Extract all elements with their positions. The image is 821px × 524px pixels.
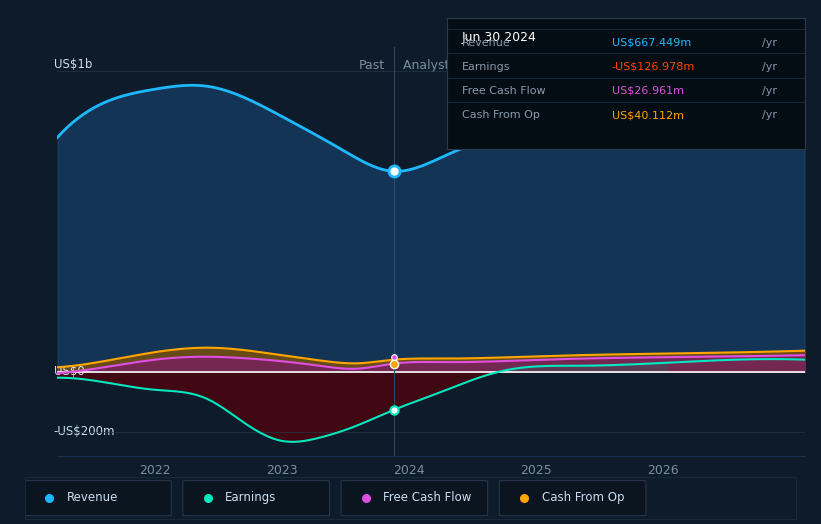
- Text: Revenue: Revenue: [461, 38, 511, 48]
- Text: Cash From Op: Cash From Op: [461, 110, 539, 120]
- FancyBboxPatch shape: [499, 481, 646, 516]
- FancyBboxPatch shape: [341, 481, 488, 516]
- Text: /yr: /yr: [762, 110, 777, 120]
- Text: US$1b: US$1b: [53, 58, 92, 71]
- Text: US$40.112m: US$40.112m: [612, 110, 684, 120]
- FancyBboxPatch shape: [183, 481, 329, 516]
- Text: US$26.961m: US$26.961m: [612, 86, 684, 96]
- Text: US$667.449m: US$667.449m: [612, 38, 691, 48]
- Text: US$0: US$0: [53, 365, 85, 378]
- Text: Earnings: Earnings: [225, 492, 277, 504]
- Text: Revenue: Revenue: [67, 492, 118, 504]
- Text: Analysts Forecasts: Analysts Forecasts: [402, 59, 519, 72]
- Text: Earnings: Earnings: [461, 62, 510, 72]
- Text: -US$200m: -US$200m: [53, 425, 115, 439]
- Text: /yr: /yr: [762, 38, 777, 48]
- Text: -US$126.978m: -US$126.978m: [612, 62, 695, 72]
- Text: /yr: /yr: [762, 62, 777, 72]
- Text: Free Cash Flow: Free Cash Flow: [383, 492, 472, 504]
- Text: /yr: /yr: [762, 86, 777, 96]
- Text: Cash From Op: Cash From Op: [542, 492, 624, 504]
- Text: Free Cash Flow: Free Cash Flow: [461, 86, 545, 96]
- Text: Jun 30 2024: Jun 30 2024: [461, 31, 537, 45]
- FancyBboxPatch shape: [25, 481, 172, 516]
- Text: Past: Past: [359, 59, 385, 72]
